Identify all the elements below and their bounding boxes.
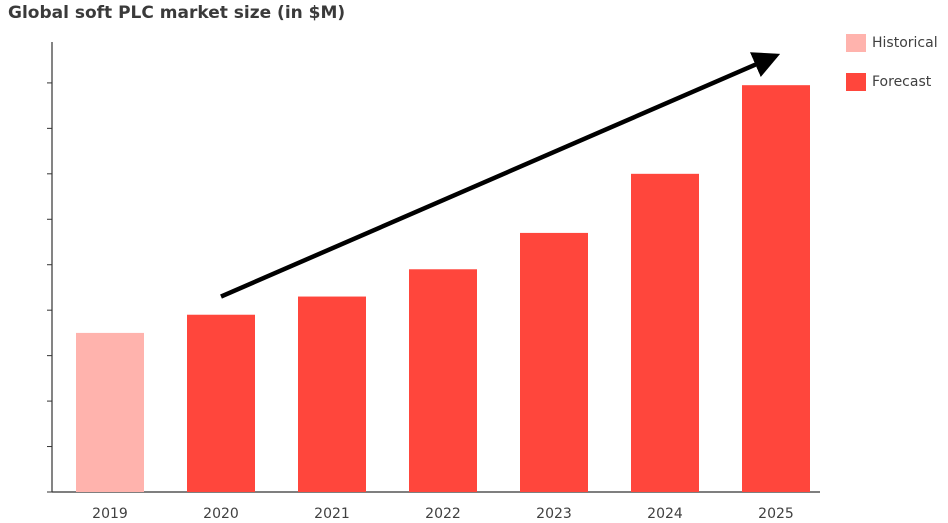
bar-2025 [742,85,810,492]
x-tick-label: 2019 [92,506,128,522]
bar-2020 [187,314,255,492]
x-tick-label: 2020 [203,506,239,522]
legend-historical: Historical [846,34,946,52]
chart-title: Global soft PLC market size (in $M) [8,3,346,23]
legend-historical-label: Historical [872,35,938,51]
bar-2024 [631,173,699,492]
bar-2021 [298,296,366,492]
x-tick-label: 2021 [314,506,350,522]
trend-arrow [220,52,781,299]
x-tick-label: 2025 [758,506,794,522]
bar-2019 [76,332,144,492]
legend-historical-swatch [846,34,866,52]
legend-forecast-swatch [846,73,866,91]
legend-forecast-label: Forecast [872,74,932,90]
bar-2022 [409,269,477,492]
x-tick-label: 2023 [536,506,572,522]
x-tick-label: 2024 [647,506,683,522]
legend-forecast: Forecast [846,73,946,91]
x-tick-label: 2022 [425,506,461,522]
bar-2023 [520,232,588,492]
